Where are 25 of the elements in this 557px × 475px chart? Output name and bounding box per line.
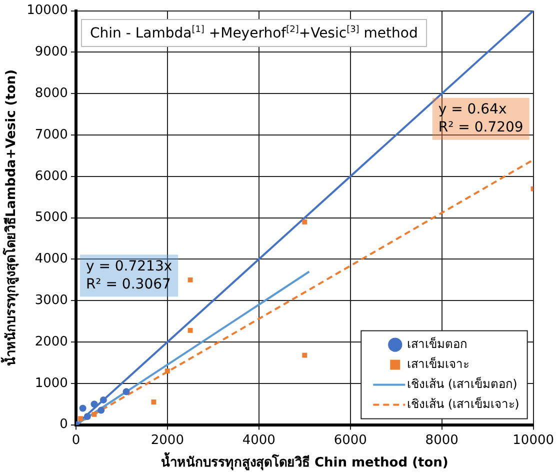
y-tick-label: 2000	[34, 334, 68, 350]
legend-label: เสาเข็มเจาะ	[407, 356, 470, 371]
y-tick-label: 7000	[34, 127, 68, 142]
y-tick-label: 1000	[34, 376, 68, 391]
x-tick-label: 6000	[334, 432, 367, 448]
text: Chin - Lambda$^{[1]}$ +Meyerhof$^{[2]}$+Vesic$^{[3]}$ method	[80, 18, 427, 48]
y-tick-label: 6000	[34, 168, 68, 184]
x-tick-label: 8000	[425, 432, 458, 448]
x-tick-label: 10000	[512, 432, 554, 448]
x-tick-label: 4000	[242, 432, 276, 448]
y-tick-label: 10000	[26, 3, 68, 18]
y-tick-label: 9000	[34, 44, 68, 60]
x-tick-label: 2000	[150, 432, 184, 448]
y-tick-label: 8000	[34, 86, 68, 101]
legend-label: เสาเข็มตอก	[407, 336, 468, 351]
y-tick-label: 5000	[34, 210, 68, 226]
y-axis-title: น้ำหนักบรรทุกสูงสุดโดยวิธีLambda+Vesic (ton)	[0, 69, 20, 366]
y-tick-label: 0	[60, 417, 68, 432]
y-tick-label: 3000	[34, 292, 68, 308]
annotation: y = 0.64x R² = 0.7209	[438, 101, 524, 136]
legend-label: เชิงเส้น (เสาเข็มเจาะ)	[407, 396, 520, 411]
x-tick-label: 0	[72, 432, 80, 448]
x-axis-title: น้ำหนักบรรทุกสูงสุดโดยวิธี Chin method (ton)	[160, 452, 448, 471]
y-tick-label: 4000	[34, 252, 68, 267]
legend-label: เชิงเส้น (เสาเข็มตอก)	[407, 376, 518, 391]
